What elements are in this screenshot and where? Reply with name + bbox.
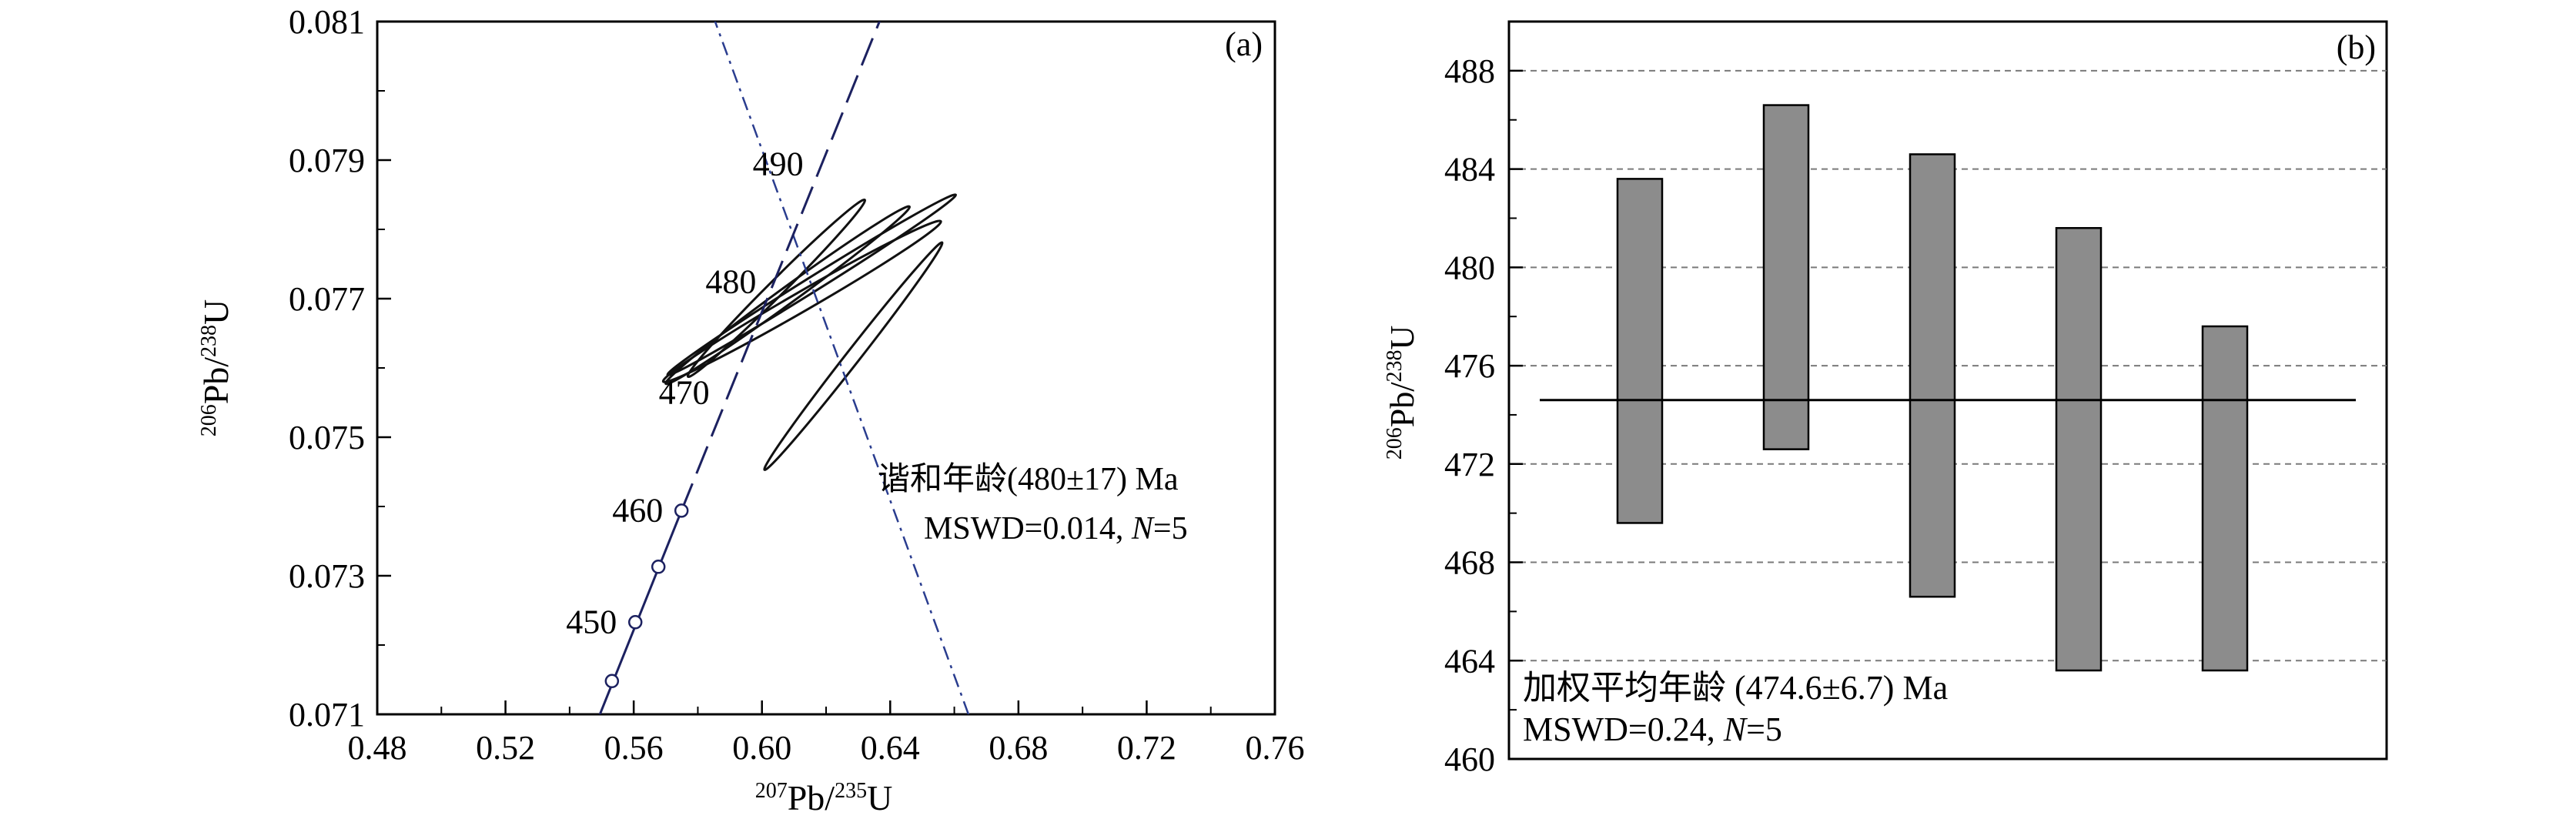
y-tick-label: 472 (1444, 446, 1495, 483)
panel-a-annotation-age: 谐和年龄(480±17) Ma (878, 461, 1179, 497)
y-tick-label: 468 (1444, 544, 1495, 582)
concordia-point (674, 503, 689, 518)
panel-b-y-ticks: 460 464 468 472 476 480 484 488 (1444, 52, 1523, 778)
y-tick-label: 0.081 (289, 3, 365, 41)
y-tick-label: 460 (1444, 740, 1495, 778)
x-tick-label: 0.64 (861, 729, 920, 767)
concordia-point (604, 674, 620, 689)
concordia-age-label: 480 (705, 262, 756, 300)
discordia-line (714, 22, 970, 714)
panel-a-x-ticks: 0.48 0.52 0.56 0.60 0.64 0.68 0.72 0.76 (348, 700, 1305, 767)
error-ellipses (661, 193, 957, 471)
concordia-point (583, 736, 595, 748)
y-tick-label: 464 (1444, 642, 1495, 680)
y-tick-label: 0.079 (289, 142, 365, 179)
y-tick-label: 0.075 (289, 419, 365, 456)
concordia-age-points (583, 503, 689, 748)
error-ellipse (661, 219, 942, 383)
y-tick-label: 0.077 (289, 280, 365, 318)
x-tick-label: 0.52 (476, 729, 535, 767)
age-bar (1762, 104, 1810, 450)
concordia-age-label: 490 (753, 145, 804, 182)
panel-b-age-bars (1616, 104, 2249, 672)
concordia-age-label: 460 (612, 491, 663, 529)
y-tick-label: 476 (1444, 347, 1495, 385)
x-tick-label: 0.56 (604, 729, 664, 767)
x-tick-label: 0.48 (348, 729, 407, 767)
concordia-age-label: 470 (659, 373, 710, 411)
panel-a-y-ticks: 0.071 0.073 0.075 0.077 0.079 0.081 (289, 3, 391, 734)
panel-b: 460 464 468 472 476 480 484 488 (b) 加权平均年龄 (474… (1383, 20, 2388, 778)
x-tick-label: 0.60 (732, 729, 791, 767)
panel-b-frame (1507, 20, 2388, 760)
panel-a-annotation-mswd: MSWD=0.014, N=5 (924, 511, 1188, 547)
concordia-age-labels: 450 460 470 480 490 (566, 145, 803, 640)
concordia-point (651, 560, 666, 574)
y-tick-label: 484 (1444, 151, 1495, 189)
y-tick-label: 480 (1444, 249, 1495, 286)
concordia-point (627, 615, 643, 630)
error-ellipse (664, 205, 911, 386)
age-bar (1909, 153, 1956, 598)
age-bar (2055, 226, 2103, 672)
concordia-age-label: 450 (566, 603, 617, 640)
panel-b-y-axis-label: 206Pb/238U (1383, 326, 1421, 460)
y-tick-label: 0.073 (289, 557, 365, 595)
x-tick-label: 0.68 (989, 729, 1048, 767)
panel-a-x-axis-label: 207Pb/235U (755, 778, 893, 817)
panel-b-label: (b) (2337, 28, 2376, 66)
panel-a: 0.48 0.52 0.56 0.60 0.64 0.68 0.72 0.76 0.0710.… (196, 3, 1305, 817)
panel-a-plot-area (583, 22, 970, 748)
error-ellipse (686, 198, 867, 379)
concordia-curve-dashed (680, 22, 881, 511)
panel-a-frame (376, 20, 1276, 716)
panel-b-annotation-mswd: MSWD=0.24, N=5 (1523, 710, 1782, 748)
age-bar (2201, 325, 2249, 672)
x-tick-label: 0.76 (1246, 729, 1305, 767)
error-ellipse (763, 241, 944, 471)
age-bar (1616, 178, 1664, 524)
panel-a-label: (a) (1225, 25, 1263, 63)
panel-a-y-axis-label: 206Pb/238U (196, 299, 236, 437)
y-tick-label: 0.071 (289, 696, 365, 734)
x-tick-label: 0.72 (1117, 729, 1176, 767)
y-tick-label: 488 (1444, 52, 1495, 90)
panel-b-annotation-age: 加权平均年龄 (474.6±6.7) Ma (1523, 669, 1948, 707)
